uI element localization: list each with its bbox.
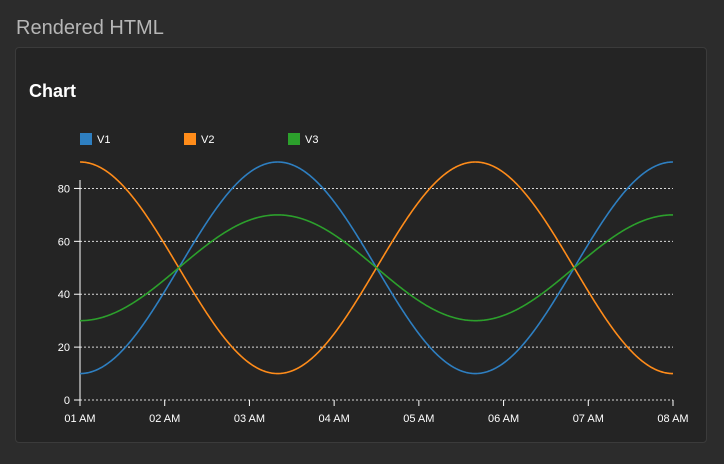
x-tick-label: 04 AM xyxy=(319,413,350,425)
x-tick-label: 03 AM xyxy=(234,413,265,425)
y-tick-label: 60 xyxy=(58,236,70,248)
y-tick-label: 40 xyxy=(58,289,70,301)
x-tick-label: 02 AM xyxy=(149,413,180,425)
chart-card: Chart xyxy=(15,47,707,443)
axes: 0 20 40 60 80 01 AM 02 AM 03 AM 04 AM 05 AM 06 AM 0… xyxy=(58,180,689,425)
x-tick-label: 06 AM xyxy=(488,413,519,425)
x-tick-label: 08 AM xyxy=(657,413,688,425)
legend-label-v2: V2 xyxy=(201,134,214,146)
y-tick-label: 20 xyxy=(58,342,70,354)
y-tick-label: 0 xyxy=(64,395,70,407)
x-tick-label: 05 AM xyxy=(403,413,434,425)
legend-label-v3: V3 xyxy=(305,134,318,146)
legend-label-v1: V1 xyxy=(97,134,110,146)
legend-swatch-v3 xyxy=(288,133,300,145)
series-line-v3 xyxy=(79,214,673,322)
legend: V1 V2 V3 xyxy=(80,133,318,146)
y-tick-label: 80 xyxy=(58,183,70,195)
grid-lines xyxy=(80,187,673,401)
chart-title: Chart xyxy=(29,81,77,101)
legend-swatch-v2 xyxy=(184,133,196,145)
window-title: Rendered HTML xyxy=(16,17,164,39)
legend-swatch-v1 xyxy=(80,133,92,145)
series-lines xyxy=(79,161,674,375)
x-tick-label: 07 AM xyxy=(573,413,604,425)
x-tick-label: 01 AM xyxy=(64,413,95,425)
